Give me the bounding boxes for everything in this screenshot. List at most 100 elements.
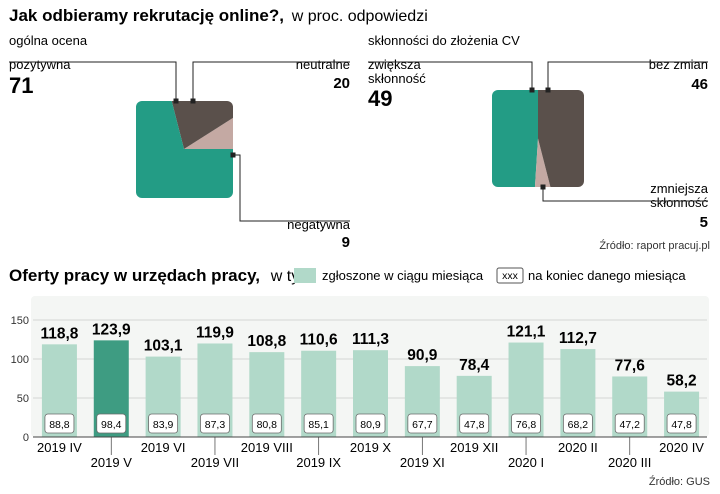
category-2019-XII: 2019 XII xyxy=(450,440,498,455)
bar-label-2019-VIII: 108,8 xyxy=(247,333,286,350)
leader-bez-zmian-marker xyxy=(545,87,551,93)
leader-negatywna-marker xyxy=(230,152,236,158)
bar-label-2019-VII: 119,9 xyxy=(196,324,234,341)
bar-chart-title-text: Oferty pracy w urzędach pracy, xyxy=(9,266,260,285)
bar-label-2019-IV: 118,8 xyxy=(40,325,78,342)
end-month-value-2020-III: 47,2 xyxy=(620,419,641,431)
end-month-value-2019-VII: 87,3 xyxy=(205,419,226,431)
end-month-value-2019-VI: 83,9 xyxy=(153,419,174,431)
pie1-slice-pos xyxy=(136,101,233,198)
bar-label-2019-XII: 78,4 xyxy=(459,357,490,374)
leader-bez-zmian xyxy=(547,61,708,90)
end-month-box-2020-IV xyxy=(666,413,697,434)
end-month-value-2019-XII: 47,8 xyxy=(464,419,485,431)
end-month-box-2020-III xyxy=(614,413,645,434)
leader-pozytywna-marker xyxy=(173,98,179,104)
category-2019-X: 2019 X xyxy=(350,440,392,455)
category-2019-IV: 2019 IV xyxy=(37,440,82,455)
legend-box-sample: xxx xyxy=(502,270,519,282)
source-gus: Źródło: GUS xyxy=(649,475,710,488)
bar-label-2020-IV: 58,2 xyxy=(666,373,696,390)
end-month-box-2019-VI xyxy=(148,413,179,434)
leader-neutralne xyxy=(192,61,350,101)
end-month-value-2020-II: 68,2 xyxy=(568,419,589,431)
end-month-box-2019-IV xyxy=(44,413,75,434)
category-2020-IV: 2020 IV xyxy=(659,440,704,455)
value-pozytywna: 71 xyxy=(9,73,33,98)
end-month-box-2019-V xyxy=(96,413,127,434)
pie1-slice-neu xyxy=(155,101,233,149)
bar-label-2020-I: 121,1 xyxy=(507,324,546,341)
end-month-box-2020-II xyxy=(562,413,593,434)
category-2019-V: 2019 V xyxy=(91,455,133,470)
leader-zwieksza xyxy=(368,61,533,90)
bar-label-2019-XI: 90,9 xyxy=(407,347,438,364)
end-month-box-2019-XII xyxy=(459,413,490,434)
pie2-slice-dec xyxy=(530,138,567,187)
leader-pozytywna xyxy=(9,61,177,101)
section-sklonnosci: skłonności do złożenia CV xyxy=(368,33,520,48)
main-title: Jak odbieramy rekrutację online?, w proc… xyxy=(9,6,428,25)
end-month-value-2019-IX: 85,1 xyxy=(308,419,329,431)
leader-zmniejsza xyxy=(542,187,708,202)
end-month-value-2020-I: 76,8 xyxy=(516,419,537,431)
ytick-0: 0 xyxy=(23,432,29,444)
pie2-slice-inc xyxy=(492,90,538,187)
end-month-box-2019-VIII xyxy=(251,413,282,434)
end-month-value-2020-IV: 47,8 xyxy=(671,419,692,431)
end-month-value-2019-IV: 88,8 xyxy=(49,419,70,431)
category-2019-IX: 2019 IX xyxy=(296,455,341,470)
value-zmniejsza: 5 xyxy=(700,214,708,231)
legend-box-label: na koniec danego miesiąca xyxy=(528,268,686,283)
category-2020-II: 2020 II xyxy=(558,440,598,455)
bar-label-2019-X: 111,3 xyxy=(352,331,389,348)
category-2020-I: 2020 I xyxy=(508,455,544,470)
leader-neutralne-marker xyxy=(190,98,196,104)
pie2-slice-same xyxy=(538,90,584,187)
leader-zmniejsza-marker xyxy=(540,184,546,190)
end-month-value-2019-V: 98,4 xyxy=(101,419,122,431)
legend-bar-swatch xyxy=(294,268,316,283)
value-bez-zmian: 46 xyxy=(691,76,708,93)
end-month-value-2019-XI: 67,7 xyxy=(412,419,433,431)
value-zwieksza: 49 xyxy=(368,86,392,111)
bar-chart-title: Oferty pracy w urzędach pracy, w tys. xyxy=(9,266,312,285)
bar-label-2020-III: 77,6 xyxy=(615,357,646,374)
bar-label-2019-IX: 110,6 xyxy=(300,332,338,349)
bar-label-2020-II: 112,7 xyxy=(559,330,597,347)
end-month-value-2019-X: 80,9 xyxy=(360,419,381,431)
end-month-box-2019-X xyxy=(355,413,386,434)
source-pracuj: Źródło: raport pracuj.pl xyxy=(599,239,710,252)
label-zwieksza: zwiększa skłonność xyxy=(368,57,426,86)
end-month-box-2019-IX xyxy=(303,413,334,434)
category-2019-VII: 2019 VII xyxy=(191,455,239,470)
end-month-box-2019-VII xyxy=(200,413,230,434)
label-neutralne: neutralne xyxy=(296,57,350,72)
pie1-slice-neg xyxy=(184,101,233,149)
legend-bar-label: zgłoszone w ciągu miesiąca xyxy=(322,268,484,283)
leader-zwieksza-marker xyxy=(529,87,535,93)
category-2019-VI: 2019 VI xyxy=(141,440,186,455)
end-month-box-2019-XI xyxy=(407,413,438,434)
category-2020-III: 2020 III xyxy=(608,455,651,470)
main-title-text: Jak odbieramy rekrutację online?, xyxy=(9,6,284,25)
main-title-subtitle: w proc. odpowiedzi xyxy=(291,8,428,25)
bar-label-2019-V: 123,9 xyxy=(92,321,131,338)
label-bez-zmian: bez zmian xyxy=(649,57,708,72)
end-month-box-2020-I xyxy=(511,413,541,434)
bar-label-2019-VI: 103,1 xyxy=(144,338,183,355)
bar-chart: 0 50 100 150 118,8 88,8 2019 IV 123,9 98,4 2019 V… xyxy=(11,296,709,470)
ytick-150: 150 xyxy=(11,315,29,327)
end-month-value-2019-VIII: 80,8 xyxy=(257,419,278,431)
value-negatywna: 9 xyxy=(342,234,350,251)
ytick-50: 50 xyxy=(17,393,29,405)
label-zmniejsza: zmniejsza skłonność xyxy=(650,181,709,210)
category-2019-VIII: 2019 VIII xyxy=(241,440,293,455)
leader-negatywna xyxy=(233,154,350,222)
label-pozytywna: pozytywna xyxy=(9,57,71,72)
legend-box-swatch xyxy=(496,267,524,284)
